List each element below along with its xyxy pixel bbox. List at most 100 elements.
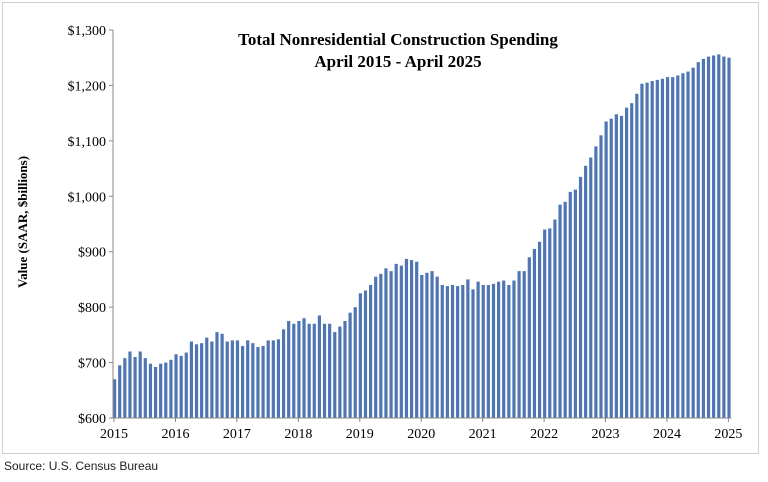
bar: [409, 260, 414, 418]
y-tick-label: $1,300: [68, 24, 107, 39]
y-tick-label: $600: [78, 412, 106, 427]
bar: [389, 271, 393, 418]
chart-subtitle: April 2015 - April 2025: [314, 52, 481, 71]
bar: [118, 365, 122, 418]
bar: [568, 191, 572, 418]
x-tick-label: 2018: [284, 427, 312, 442]
bar: [241, 345, 245, 418]
y-tick-label: $1,100: [68, 135, 107, 150]
bar: [184, 352, 188, 418]
bar: [384, 268, 388, 418]
bar: [537, 241, 542, 418]
bar: [527, 257, 531, 418]
bar: [235, 340, 240, 418]
bar: [558, 204, 562, 418]
bar: [348, 312, 352, 418]
bar: [522, 271, 526, 418]
bar: [369, 284, 373, 418]
bar: [312, 323, 316, 418]
bar: [625, 107, 629, 418]
bar: [696, 62, 700, 419]
bar: [563, 201, 567, 418]
x-tick-label: 2020: [407, 427, 435, 442]
bar: [261, 345, 265, 418]
bar: [358, 293, 362, 418]
y-tick-label: $700: [78, 357, 106, 372]
bar: [456, 286, 460, 418]
bar: [169, 359, 173, 418]
bar: [435, 276, 439, 418]
bar: [476, 281, 480, 418]
bar: [113, 379, 117, 418]
bar: [307, 323, 311, 418]
bar: [225, 341, 229, 418]
bar: [399, 265, 403, 418]
y-tick-label: $900: [78, 246, 106, 261]
bar: [686, 71, 690, 419]
bar: [266, 340, 270, 418]
bar: [491, 283, 496, 418]
bar: [573, 189, 577, 418]
bar: [614, 114, 618, 418]
bar: [466, 279, 470, 418]
bar: [660, 78, 665, 418]
bar: [481, 284, 485, 418]
x-tick-label: 2019: [346, 427, 374, 442]
bar: [645, 82, 649, 419]
bar: [543, 229, 547, 418]
bar: [553, 219, 557, 418]
x-tick-label: 2024: [653, 427, 681, 442]
bar: [589, 157, 593, 418]
bar: [338, 326, 342, 418]
bar: [722, 56, 726, 418]
x-tick-label: 2025: [714, 427, 742, 442]
bar: [374, 276, 378, 418]
bar: [655, 79, 659, 418]
bar: [133, 357, 137, 418]
chart-frame: [2, 2, 759, 454]
bar: [512, 280, 516, 418]
bar: [322, 323, 327, 418]
bar: [425, 272, 429, 418]
bar: [164, 362, 168, 418]
bar: [194, 344, 199, 418]
chart-title: Total Nonresidential Construction Spendi…: [238, 30, 558, 49]
bar: [619, 115, 624, 419]
bar: [215, 332, 219, 418]
bar: [333, 332, 337, 418]
bar: [650, 80, 654, 418]
bar: [415, 261, 419, 418]
x-tick-label: 2015: [100, 427, 128, 442]
bar: [548, 228, 552, 418]
bar: [200, 343, 204, 418]
bar: [681, 73, 685, 418]
x-tick-label: 2022: [530, 427, 558, 442]
bar: [343, 321, 347, 418]
bar: [281, 329, 286, 418]
bar: [578, 176, 583, 418]
bar: [471, 289, 475, 418]
bar: [450, 284, 455, 418]
y-tick-label: $800: [78, 301, 106, 316]
bar: [363, 290, 368, 418]
bar: [128, 351, 132, 418]
bar: [640, 83, 644, 418]
x-tick-label: 2017: [223, 427, 251, 442]
bar: [706, 56, 711, 418]
bar: [445, 286, 449, 418]
bar: [317, 315, 321, 418]
bar: [143, 358, 147, 418]
bar: [461, 284, 465, 418]
x-tick-label: 2016: [161, 427, 189, 442]
x-tick-label: 2021: [469, 427, 497, 442]
bar: [502, 280, 506, 418]
bar: [676, 75, 680, 419]
bar: [394, 263, 398, 418]
bar: [440, 284, 444, 418]
bar: [256, 347, 260, 418]
bar: [153, 367, 158, 418]
bar: [230, 340, 234, 418]
bar: [328, 323, 332, 418]
bar: [205, 337, 209, 418]
bar: [420, 274, 424, 418]
